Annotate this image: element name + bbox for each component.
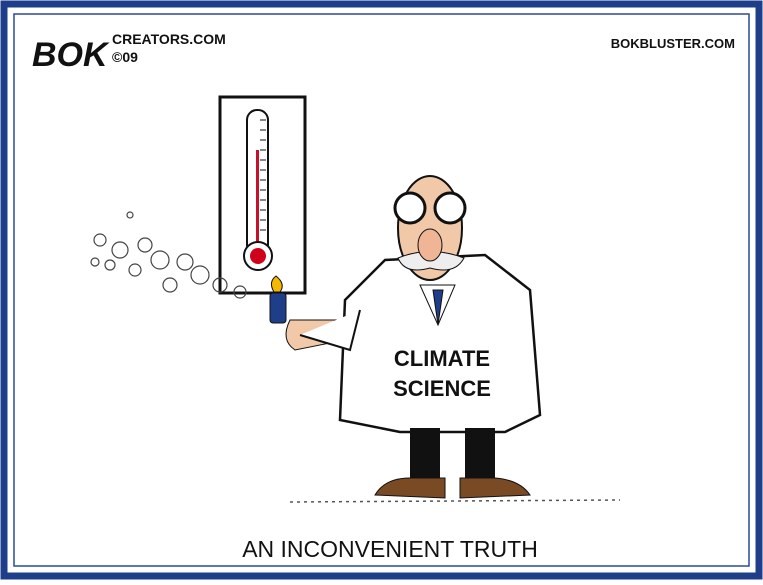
caption: AN INCONVENIENT TRUTH	[242, 536, 538, 562]
coat-text-line-1: CLIMATE	[394, 346, 490, 371]
scientist	[285, 175, 621, 503]
thermometer	[218, 95, 307, 295]
credit-year: ©09	[112, 49, 138, 65]
website: BOKBLUSTER.COM	[611, 36, 735, 51]
coat-text-line-2: SCIENCE	[393, 376, 491, 401]
signature: BOK	[32, 36, 110, 74]
smoke	[90, 211, 247, 299]
lighter	[269, 275, 287, 324]
credit-site: CREATORS.COM	[112, 31, 226, 47]
